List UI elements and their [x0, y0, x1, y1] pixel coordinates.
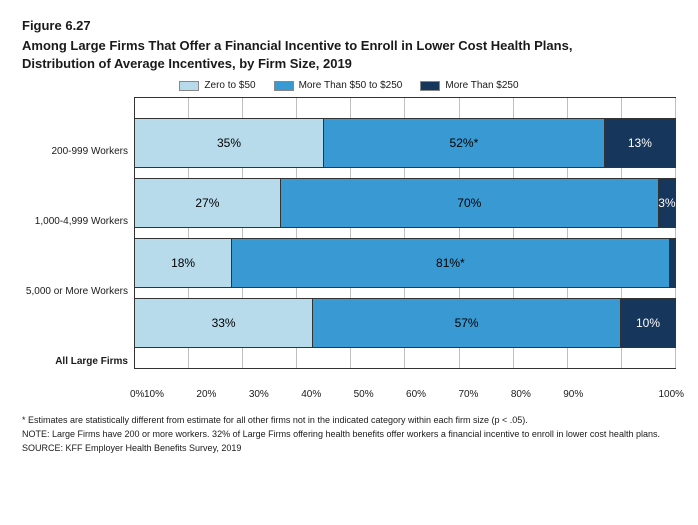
y-axis-labels: 200-999 Workers 1,000-4,999 Workers 5,000 … — [22, 97, 134, 397]
figure-number: Figure 6.27 — [22, 18, 676, 33]
x-tick: 40% — [301, 389, 353, 400]
plot-region: 35%52%*13% 27%70%3% 18%81%* 33%57%10% — [134, 97, 676, 369]
chart-area: 200-999 Workers 1,000-4,999 Workers 5,000 … — [22, 97, 676, 387]
footnote-asterisk: * Estimates are statistically different … — [22, 414, 676, 426]
footnote-source: SOURCE: KFF Employer Health Benefits Sur… — [22, 442, 676, 454]
legend-item: More Than $250 — [420, 80, 518, 91]
bar-segment: 18% — [135, 239, 232, 287]
x-tick: 90% — [563, 389, 615, 400]
x-tick: 70% — [458, 389, 510, 400]
category-label: All Large Firms — [22, 337, 134, 387]
bar-segment: 10% — [621, 299, 675, 347]
x-tick: 60% — [406, 389, 458, 400]
x-tick: 50% — [354, 389, 406, 400]
x-tick: 100% — [632, 389, 684, 400]
legend-label: More Than $250 — [445, 80, 518, 91]
legend-label: More Than $50 to $250 — [299, 80, 403, 91]
bar-segment — [670, 239, 675, 287]
x-tick: 80% — [511, 389, 563, 400]
bar-segment: 13% — [605, 119, 675, 167]
x-tick: 30% — [249, 389, 301, 400]
legend-item: Zero to $50 — [179, 80, 255, 91]
legend-swatch — [179, 81, 199, 91]
x-tick: 10% — [144, 389, 196, 400]
bar-segment: 33% — [135, 299, 313, 347]
category-label: 5,000 or More Workers — [22, 267, 134, 317]
bar-segment: 70% — [281, 179, 659, 227]
category-label: 1,000-4,999 Workers — [22, 197, 134, 247]
footnote-note: NOTE: Large Firms have 200 or more worke… — [22, 428, 676, 440]
bar-row: 27%70%3% — [135, 178, 676, 228]
title-line-2: Distribution of Average Incentives, by F… — [22, 56, 352, 71]
bar-row: 33%57%10% — [135, 298, 676, 348]
legend-swatch — [420, 81, 440, 91]
bar-segment: 57% — [313, 299, 621, 347]
category-label: 200-999 Workers — [22, 127, 134, 177]
bar-row: 35%52%*13% — [135, 118, 676, 168]
bar-segment: 35% — [135, 119, 324, 167]
bar-row: 18%81%* — [135, 238, 676, 288]
bar-segment: 3% — [659, 179, 675, 227]
title-line-1: Among Large Firms That Offer a Financial… — [22, 38, 572, 53]
bar-segment: 27% — [135, 179, 281, 227]
legend-swatch — [274, 81, 294, 91]
bar-segment: 81%* — [232, 239, 669, 287]
chart-title: Among Large Firms That Offer a Financial… — [22, 37, 676, 72]
legend-item: More Than $50 to $250 — [274, 80, 403, 91]
footnotes: * Estimates are statistically different … — [22, 414, 676, 454]
x-axis: 0%10%20%30%40%50%60%70%80%90%100% — [134, 389, 676, 400]
x-tick: 20% — [196, 389, 248, 400]
legend-label: Zero to $50 — [204, 80, 255, 91]
bar-segment: 52%* — [324, 119, 605, 167]
bars-container: 35%52%*13% 27%70%3% 18%81%* 33%57%10% — [135, 98, 676, 368]
legend: Zero to $50 More Than $50 to $250 More Tha… — [22, 80, 676, 91]
